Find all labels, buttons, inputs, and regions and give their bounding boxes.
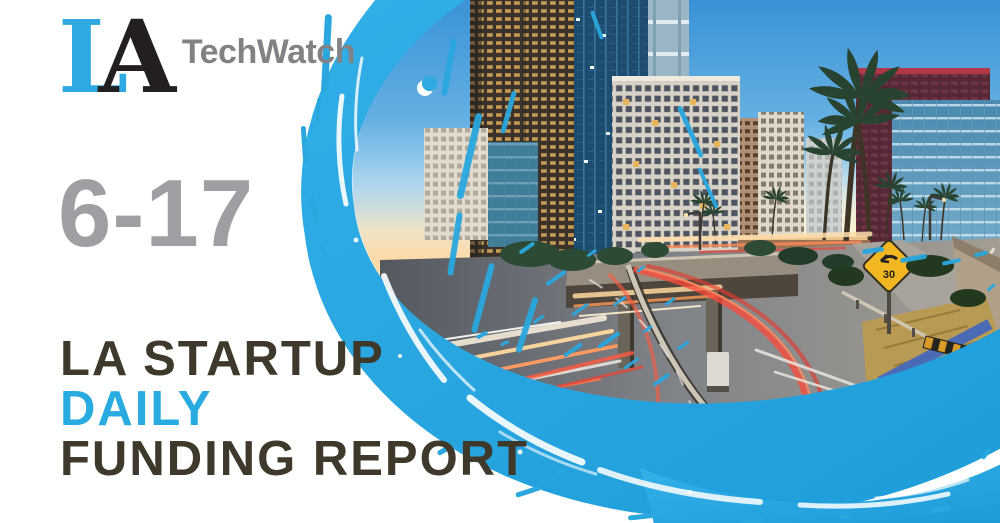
latechwatch-logo: L A TechWatch <box>58 0 356 116</box>
speed-limit-value: 30 <box>883 269 895 281</box>
logo-wordmark: TechWatch <box>181 33 356 71</box>
brush-ring <box>301 0 1000 523</box>
logo-letter-l: L <box>58 0 129 116</box>
title-line-3: FUNDING REPORT <box>60 432 529 486</box>
brush-texture <box>336 56 970 509</box>
report-title: LA STARTUP DAILY FUNDING REPORT <box>60 334 529 484</box>
paint-splatter <box>300 10 996 523</box>
title-line-1: LA STARTUP <box>60 332 385 386</box>
title-line-2: DAILY <box>60 382 213 436</box>
street-lights <box>684 194 946 250</box>
report-date: 6-17 <box>58 160 255 267</box>
moon-icon <box>417 75 438 96</box>
logo-letter-a: A <box>98 0 176 116</box>
truck <box>707 352 729 392</box>
greenery <box>500 240 986 307</box>
la-photo: 30 <box>317 0 1000 464</box>
